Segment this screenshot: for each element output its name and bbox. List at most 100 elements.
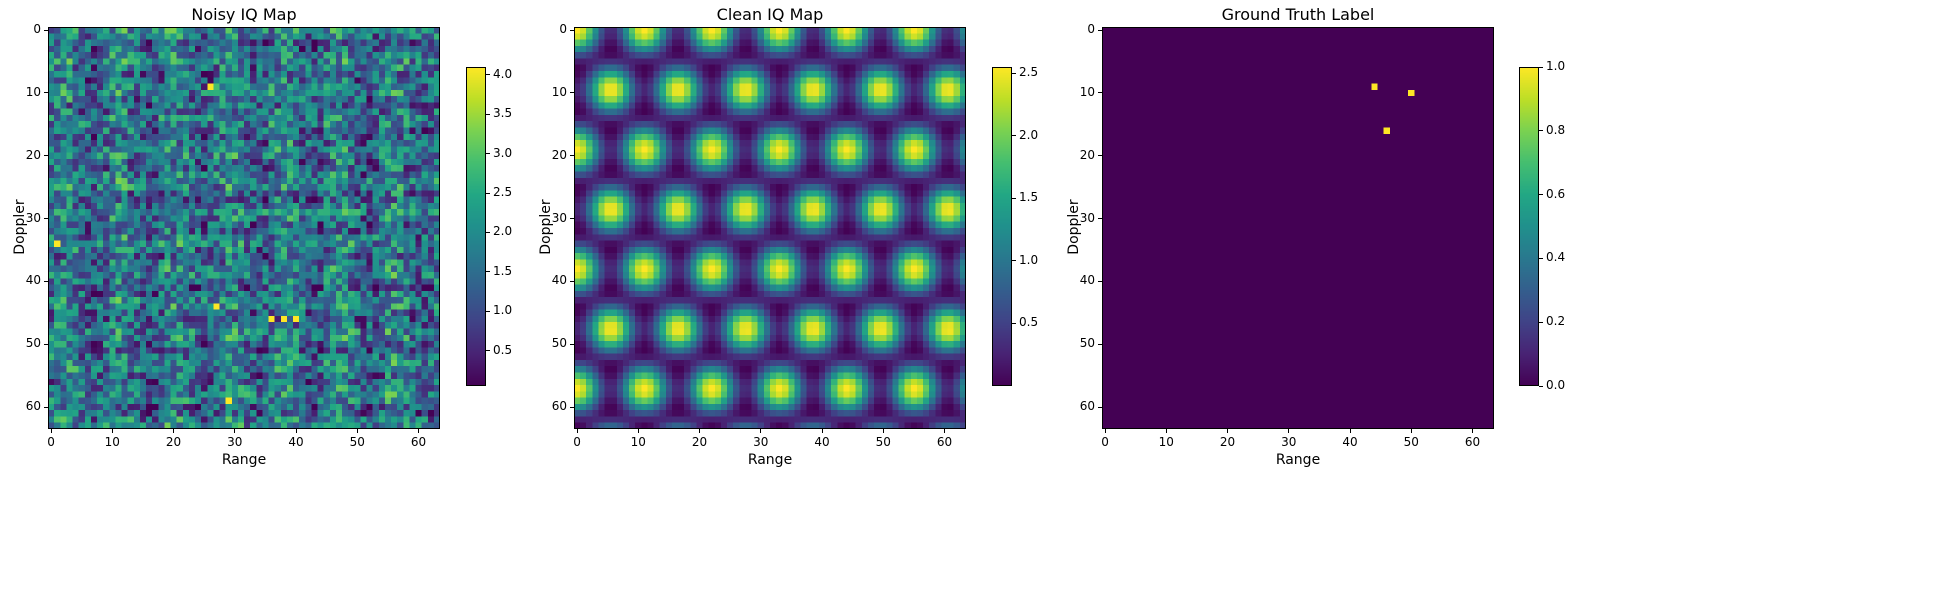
x-tick-mark	[1227, 429, 1229, 433]
x-tick-label: 10	[1158, 435, 1174, 449]
y-tick-label: 30	[25, 210, 41, 225]
colorbar-tick-mark	[486, 310, 490, 312]
y-tick-mark	[570, 406, 574, 408]
colorbar-tick-mark	[1012, 322, 1016, 324]
x-tick-mark	[418, 429, 420, 433]
y-tick-label: 60	[551, 399, 567, 414]
colorbar-tick-mark	[486, 153, 490, 155]
colorbar-tick-mark	[1539, 66, 1543, 68]
y-tick-mark	[570, 218, 574, 220]
y-tick-label: 0	[33, 22, 41, 37]
x-tick-mark	[1472, 429, 1474, 433]
x-tick-label: 0	[47, 435, 55, 449]
colorbar	[1519, 67, 1539, 386]
colorbar-tick-mark	[486, 113, 490, 115]
y-tick-mark	[44, 92, 48, 94]
y-tick-mark	[1098, 343, 1102, 345]
x-tick-mark	[576, 429, 578, 433]
x-tick-mark	[111, 429, 113, 433]
x-tick-label: 0	[1101, 435, 1109, 449]
x-tick-mark	[1349, 429, 1351, 433]
colorbar-tick-label: 0.5	[493, 342, 513, 357]
x-tick-mark	[944, 429, 946, 433]
x-tick-label: 50	[1403, 435, 1419, 449]
colorbar-tick-label: 1.0	[1019, 252, 1039, 267]
colorbar-tick-mark	[1012, 72, 1016, 74]
x-tick-label: 40	[1342, 435, 1358, 449]
colorbar-tick-label: 1.0	[1546, 59, 1566, 73]
x-tick-mark	[1104, 429, 1106, 433]
x-tick-label: 20	[165, 435, 182, 449]
y-tick-label: 20	[1079, 147, 1095, 162]
y-axis-label: Doppler	[1066, 199, 1082, 255]
y-tick-label: 20	[25, 147, 41, 162]
colorbar-tick-label: 2.0	[493, 224, 513, 239]
x-tick-mark	[760, 429, 762, 433]
x-tick-mark	[234, 429, 236, 433]
x-tick-label: 10	[104, 435, 120, 449]
colorbar	[466, 67, 486, 386]
x-tick-label: 10	[630, 435, 646, 449]
y-tick-label: 50	[25, 336, 41, 351]
x-tick-label: 30	[227, 435, 243, 449]
y-tick-mark	[1098, 218, 1102, 220]
x-tick-mark	[882, 429, 884, 433]
heatmap-image	[48, 27, 440, 429]
x-tick-mark	[50, 429, 52, 433]
x-tick-mark	[295, 429, 297, 433]
y-tick-label: 10	[551, 84, 567, 99]
y-tick-mark	[570, 343, 574, 345]
colorbar-tick-mark	[486, 231, 490, 233]
colorbar-tick-mark	[1539, 385, 1543, 387]
x-tick-label: 20	[691, 435, 708, 449]
x-tick-label: 40	[814, 435, 830, 449]
colorbar-tick-label: 3.0	[493, 145, 513, 160]
y-tick-label: 30	[551, 210, 567, 225]
colorbar-tick-mark	[1539, 194, 1543, 196]
x-tick-label: 60	[936, 435, 953, 449]
colorbar-tick-label: 0.4	[1546, 250, 1566, 265]
colorbar-tick-label: 0.8	[1546, 122, 1566, 137]
y-tick-mark	[1098, 92, 1102, 94]
colorbar-tick-label: 2.5	[1019, 65, 1039, 80]
colorbar-tick-label: 1.5	[493, 263, 513, 278]
y-tick-mark	[44, 280, 48, 282]
y-tick-label: 40	[25, 273, 41, 288]
y-tick-label: 0	[1087, 22, 1095, 37]
x-tick-mark	[1288, 429, 1290, 433]
colorbar-tick-mark	[1539, 130, 1543, 132]
y-tick-mark	[570, 29, 574, 31]
colorbar-tick-label: 0.5	[1019, 315, 1039, 330]
y-tick-label: 10	[25, 84, 41, 99]
colorbar-tick-mark	[486, 350, 490, 352]
x-tick-mark	[637, 429, 639, 433]
x-tick-label: 50	[875, 435, 891, 449]
x-tick-mark	[699, 429, 701, 433]
colorbar-tick-mark	[1012, 197, 1016, 199]
chart-title: Clean IQ Map	[716, 5, 824, 24]
x-tick-label: 0	[573, 435, 581, 449]
y-tick-mark	[44, 406, 48, 408]
x-tick-label: 60	[410, 435, 427, 449]
x-tick-label: 60	[1464, 435, 1481, 449]
x-tick-label: 30	[753, 435, 769, 449]
colorbar	[992, 67, 1012, 386]
y-tick-label: 40	[1079, 273, 1095, 288]
y-tick-mark	[1098, 155, 1102, 157]
x-axis-label: Range	[1275, 452, 1321, 468]
x-axis-label: Range	[221, 452, 267, 468]
y-tick-mark	[570, 92, 574, 94]
x-axis-label: Range	[747, 452, 793, 468]
colorbar-tick-mark	[486, 74, 490, 76]
y-tick-mark	[44, 218, 48, 220]
y-tick-label: 20	[551, 147, 567, 162]
x-tick-label: 50	[349, 435, 365, 449]
colorbar-tick-mark	[1012, 260, 1016, 262]
y-axis-label: Doppler	[12, 199, 28, 255]
y-tick-label: 50	[551, 336, 567, 351]
colorbar-tick-label: 0.0	[1546, 378, 1566, 392]
colorbar-tick-mark	[486, 271, 490, 273]
y-tick-mark	[44, 29, 48, 31]
y-tick-mark	[1098, 29, 1102, 31]
y-tick-label: 40	[551, 273, 567, 288]
